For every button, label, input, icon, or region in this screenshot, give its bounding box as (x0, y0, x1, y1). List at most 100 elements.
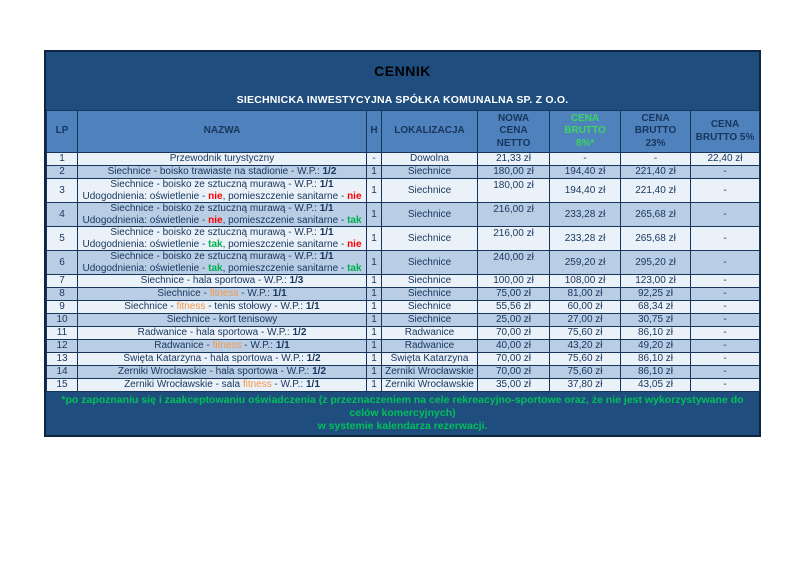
column-header-brutto8: CENA BRUTTO 8%* (549, 110, 621, 153)
lp-cell: 3 (46, 178, 78, 203)
name-cell: Żerniki Wrocławskie - hala sportowa - W.… (77, 365, 367, 379)
net-price-cell: 240,00 zł (477, 250, 550, 275)
name-line: Siechnice - hala sportowa - W.P.: 1/3 (140, 275, 304, 287)
table-row: 15 Żerniki Wrocławskie - sala fitness - W… (46, 378, 760, 392)
location-cell: Święta Katarzyna (381, 352, 478, 366)
name-cell: Siechnice - boisko ze sztuczną murawą - … (77, 226, 367, 251)
h-cell: 1 (366, 313, 382, 327)
gross-5-cell: - (690, 165, 760, 179)
table-header-row: LP NAZWA H LOKALIZACJA NOWA CENA NETTO CENA B… (46, 110, 760, 153)
name-line: Siechnice - boisko ze sztuczną murawą - … (110, 179, 334, 191)
gross-8-cell: 233,28 zł (549, 202, 621, 227)
h-cell: 1 (366, 378, 382, 392)
net-price-cell: 70,00 zł (477, 352, 550, 366)
lp-cell: 14 (46, 365, 78, 379)
location-cell: Siechnice (381, 165, 478, 179)
table-row: 2 Siechnice - boisko trawiaste na stadion… (46, 165, 760, 179)
location-cell: Radwanice (381, 339, 478, 353)
table-row: 13 Święta Katarzyna - hala sportowa - W.P… (46, 352, 760, 366)
column-header-brutto23: CENA BRUTTO 23% (620, 110, 691, 153)
column-header-lokalizacja: LOKALIZACJA (381, 110, 478, 153)
column-header-netto: NOWA CENA NETTO (477, 110, 550, 153)
name-line: Siechnice - boisko ze sztuczną murawą - … (110, 251, 334, 263)
net-price-cell: 100,00 zł (477, 274, 550, 288)
location-cell: Siechnice (381, 250, 478, 275)
h-cell: 1 (366, 287, 382, 301)
footnote-line: *po zapoznaniu się i zaakceptowaniu oświ… (61, 394, 744, 419)
gross-5-cell: - (690, 300, 760, 314)
h-cell: 1 (366, 274, 382, 288)
table-row: 10 Siechnice - kort tenisowy 1 Siechnice 25,… (46, 313, 760, 327)
title-band: CENNIK (46, 52, 759, 90)
name-line: Siechnice - boisko ze sztuczną murawą - … (110, 203, 334, 215)
name-line: Udogodnienia: oświetlenie - tak, pomiesz… (82, 238, 362, 250)
lp-cell: 8 (46, 287, 78, 301)
gross-5-cell: - (690, 250, 760, 275)
lp-cell: 13 (46, 352, 78, 366)
gross-5-cell: 22,40 zł (690, 152, 760, 166)
gross-23-cell: 43,05 zł (620, 378, 691, 392)
name-cell: Przewodnik turystyczny (77, 152, 367, 166)
gross-8-cell: 75,60 zł (549, 326, 621, 340)
name-line: Radwanice - fitness - W.P.: 1/1 (154, 340, 290, 352)
gross-5-cell: - (690, 339, 760, 353)
name-cell: Siechnice - boisko trawiaste na stadioni… (77, 165, 367, 179)
name-line: Przewodnik turystyczny (169, 153, 275, 165)
lp-cell: 15 (46, 378, 78, 392)
name-cell: Radwanice - fitness - W.P.: 1/1 (77, 339, 367, 353)
gross-23-cell: 86,10 zł (620, 365, 691, 379)
table-row: 3 Siechnice - boisko ze sztuczną murawą -… (46, 178, 760, 203)
name-line: Siechnice - boisko ze sztuczną murawą - … (110, 227, 334, 239)
column-header-h: H (366, 110, 382, 153)
location-cell: Dowolna (381, 152, 478, 166)
location-cell: Siechnice (381, 274, 478, 288)
location-cell: Żerniki Wrocławskie (381, 378, 478, 392)
h-cell: 1 (366, 226, 382, 251)
column-header-nazwa: NAZWA (77, 110, 367, 153)
gross-5-cell: - (690, 365, 760, 379)
gross-8-cell: 37,80 zł (549, 378, 621, 392)
gross-8-cell: 194,40 zł (549, 165, 621, 179)
h-cell: 1 (366, 339, 382, 353)
gross-23-cell: 221,40 zł (620, 178, 691, 203)
gross-8-cell: 81,00 zł (549, 287, 621, 301)
net-price-cell: 35,00 zł (477, 378, 550, 392)
name-line: Udogodnienia: oświetlenie - nie, pomiesz… (82, 190, 362, 202)
gross-23-cell: 86,10 zł (620, 326, 691, 340)
gross-8-cell: 259,20 zł (549, 250, 621, 275)
gross-23-cell: 68,34 zł (620, 300, 691, 314)
name-cell: Siechnice - boisko ze sztuczną murawą - … (77, 202, 367, 227)
lp-cell: 1 (46, 152, 78, 166)
gross-8-cell: 75,60 zł (549, 365, 621, 379)
name-line: Siechnice - fitness - tenis stołowy - W.… (124, 301, 320, 313)
gross-8-cell: 194,40 zł (549, 178, 621, 203)
gross-8-cell: 75,60 zł (549, 352, 621, 366)
name-line: Siechnice - boisko trawiaste na stadioni… (107, 166, 337, 178)
table-row: 7 Siechnice - hala sportowa - W.P.: 1/3 1 S… (46, 274, 760, 288)
lp-cell: 5 (46, 226, 78, 251)
table-row: 6 Siechnice - boisko ze sztuczną murawą -… (46, 250, 760, 275)
location-cell: Siechnice (381, 202, 478, 227)
name-line: Żerniki Wrocławskie - hala sportowa - W.… (117, 366, 327, 378)
footnote: *po zapoznaniu się i zaakceptowaniu oświ… (46, 392, 759, 436)
gross-5-cell: - (690, 378, 760, 392)
gross-5-cell: - (690, 352, 760, 366)
name-cell: Siechnice - hala sportowa - W.P.: 1/3 (77, 274, 367, 288)
name-cell: Święta Katarzyna - hala sportowa - W.P.:… (77, 352, 367, 366)
lp-cell: 6 (46, 250, 78, 275)
gross-5-cell: - (690, 287, 760, 301)
gross-23-cell: 221,40 zł (620, 165, 691, 179)
h-cell: - (366, 152, 382, 166)
net-price-cell: 180,00 zł (477, 178, 550, 203)
price-list-sheet: CENNIK SIECHNICKA INWESTYCYJNA SPÓŁKA KO… (44, 50, 761, 438)
gross-5-cell: - (690, 313, 760, 327)
gross-5-cell: - (690, 226, 760, 251)
gross-5-cell: - (690, 178, 760, 203)
name-line: Udogodnienia: oświetlenie - nie, pomiesz… (82, 214, 362, 226)
gross-23-cell: 86,10 zł (620, 352, 691, 366)
h-cell: 1 (366, 352, 382, 366)
name-cell: Siechnice - fitness - tenis stołowy - W.… (77, 300, 367, 314)
price-table: LP NAZWA H LOKALIZACJA NOWA CENA NETTO CENA B… (46, 110, 760, 392)
subtitle-band: SIECHNICKA INWESTYCYJNA SPÓŁKA KOMUNALNA… (46, 90, 759, 110)
